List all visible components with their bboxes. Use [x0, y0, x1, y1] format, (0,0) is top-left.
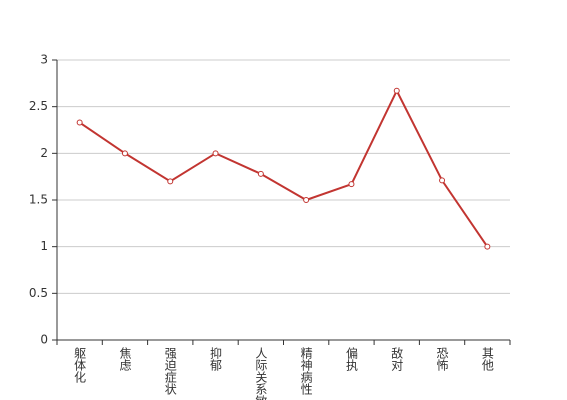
point	[439, 177, 446, 184]
x-tick-label: 偏执	[344, 346, 358, 372]
point	[257, 170, 264, 177]
y-tick-label: 2.5	[29, 99, 48, 113]
y-tick-label: 0.5	[29, 286, 48, 300]
y-tick-label: 3	[40, 53, 48, 67]
y-tick-label: 2	[40, 146, 48, 160]
y-tick-label: 1	[40, 239, 48, 253]
x-tick-label: 强迫症状	[163, 347, 177, 395]
x-tick-label: 敌对	[390, 346, 404, 371]
x-tick-label: 躯体化	[73, 346, 87, 384]
line	[79, 88, 489, 248]
point	[393, 87, 400, 94]
x-tick-label: 精神病性	[299, 347, 313, 396]
point	[348, 181, 355, 188]
x-tick-label: 恐怖	[435, 347, 449, 371]
y-tick-label: 0	[40, 333, 48, 347]
point	[167, 178, 174, 185]
point	[76, 119, 83, 126]
point	[303, 197, 310, 203]
y-tick-label: 1.5	[29, 193, 48, 207]
x-tick-label: 焦虑	[118, 347, 132, 371]
point	[121, 150, 128, 157]
point	[484, 243, 491, 250]
x-tick-label: 其他	[480, 347, 494, 371]
x-tick-label: 抑郁	[209, 346, 223, 372]
point	[212, 150, 219, 157]
x-tick-label: 人际关系敏感	[254, 347, 268, 400]
